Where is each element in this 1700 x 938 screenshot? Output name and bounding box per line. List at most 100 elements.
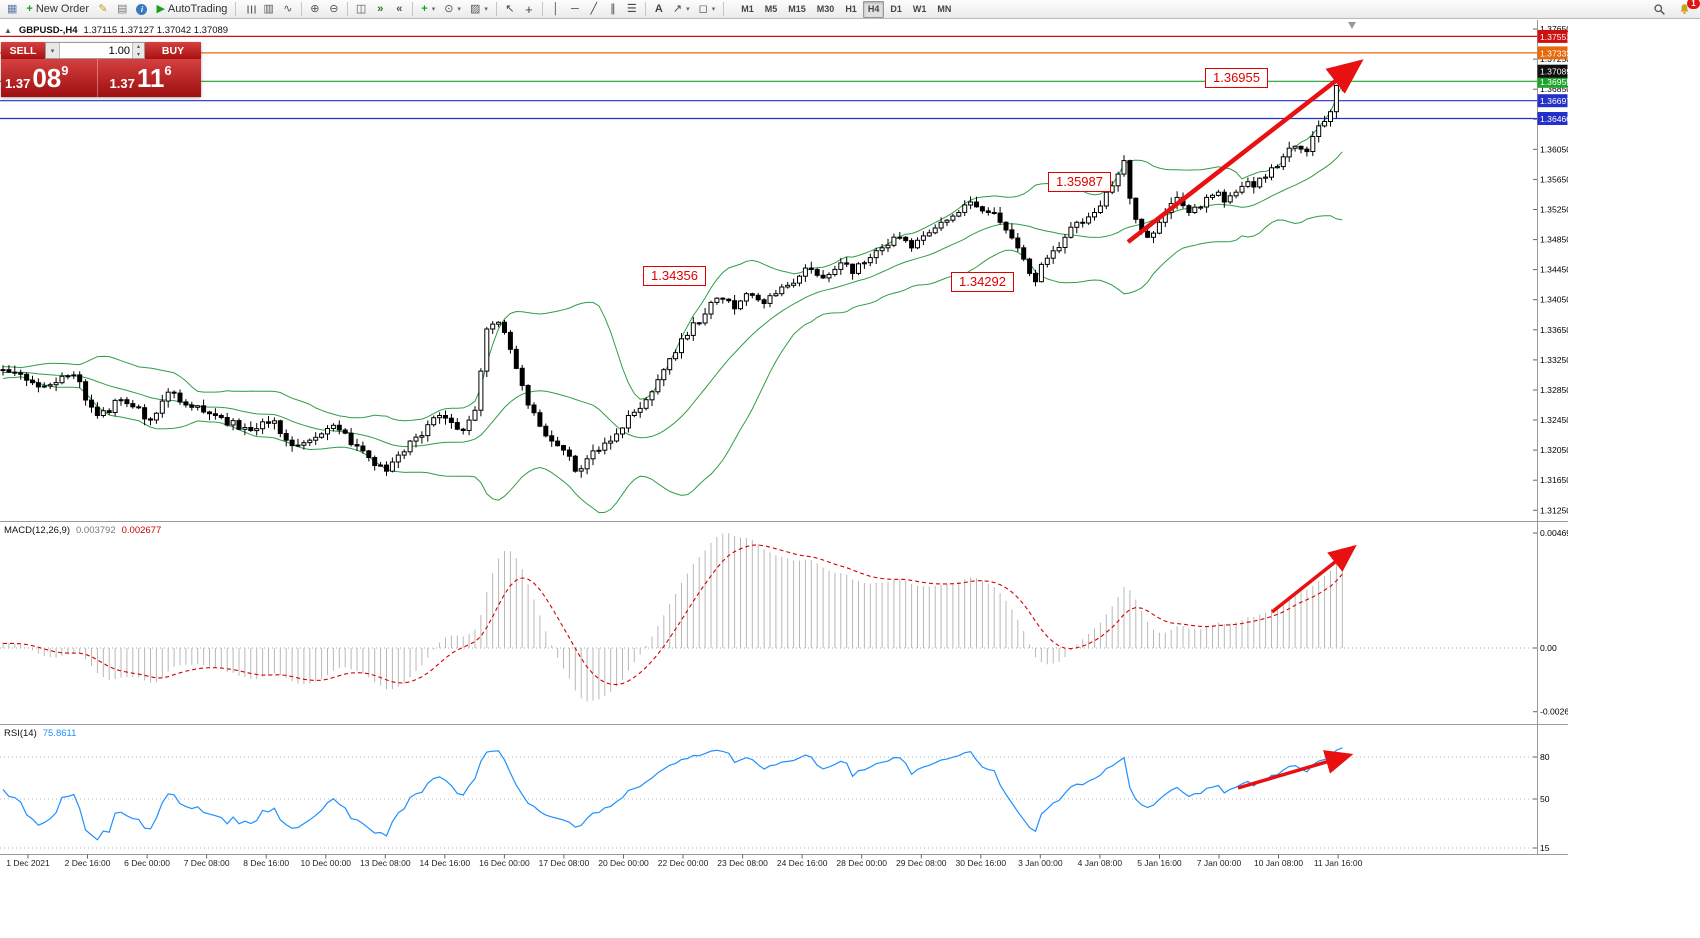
- trend-arrows-layer[interactable]: [1126, 59, 1364, 790]
- template-icon: ▨: [469, 2, 481, 15]
- crosshair-button[interactable]: +: [520, 1, 538, 17]
- horizontal-line-button[interactable]: ─: [566, 1, 584, 17]
- one-click-collapse-arrow[interactable]: ▲: [4, 26, 12, 35]
- channel-button[interactable]: ∥: [604, 1, 622, 17]
- bell-icon: [1680, 3, 1689, 14]
- search-button[interactable]: [1649, 1, 1670, 17]
- chart-shift-marker[interactable]: [1348, 22, 1356, 29]
- bollinger-bands: [2, 83, 1343, 514]
- macd-title: MACD(12,26,9): [4, 525, 70, 536]
- timeframe-button-M1[interactable]: M1: [741, 4, 754, 14]
- history-center-button[interactable]: ▤: [113, 1, 131, 17]
- spinner-up-icon[interactable]: ▴: [136, 44, 140, 51]
- time-axis-label: 6 Dec 00:00: [124, 858, 171, 868]
- indicators-button[interactable]: + ▾: [417, 1, 439, 17]
- lot-dropdown-caret[interactable]: ▾: [46, 43, 60, 58]
- candlestick-chart-button[interactable]: ▥: [259, 1, 277, 17]
- line-chart-button[interactable]: ∿: [279, 1, 297, 17]
- tile-windows-button[interactable]: ◫: [352, 1, 370, 17]
- info-button[interactable]: i: [132, 1, 151, 17]
- horizontal-line-icon: ─: [570, 2, 579, 15]
- timeframe-button-W1[interactable]: W1: [912, 4, 927, 14]
- info-icon: i: [136, 3, 148, 15]
- time-axis[interactable]: 1 Dec 2021 2 Dec 16:00 6 Dec 00:00 7 Dec 08…: [0, 858, 1537, 872]
- spinner-down-icon[interactable]: ▾: [136, 51, 140, 58]
- new-order-button[interactable]: + New Order: [22, 1, 93, 17]
- cursor-button[interactable]: ↖: [501, 1, 519, 17]
- chart-shift-button[interactable]: «: [390, 1, 408, 17]
- timeframe-button-M15[interactable]: M15: [788, 4, 806, 14]
- price-tick-label: 1.36850: [1540, 84, 1568, 94]
- toolbar-separator: [346, 2, 348, 16]
- chart-canvas[interactable]: 1.376501.372501.368501.364501.360501.356…: [0, 20, 1568, 880]
- auto-scroll-icon: »: [377, 2, 384, 15]
- chevron-down-icon: ▾: [484, 6, 488, 13]
- macd-signal-line: [2, 544, 1343, 686]
- toolbar-separator: [300, 2, 302, 16]
- auto-scroll-button[interactable]: »: [371, 1, 389, 17]
- autotrading-button[interactable]: ▶ AutoTrading: [152, 1, 231, 17]
- timeframe-button-MN[interactable]: MN: [937, 4, 952, 14]
- sell-button-label[interactable]: SELL: [1, 42, 45, 59]
- zoom-out-button[interactable]: ⊖: [325, 1, 343, 17]
- search-icon: [1654, 3, 1665, 15]
- buy-button-label[interactable]: BUY: [145, 42, 201, 59]
- shapes-tool-button[interactable]: ◻ ▾: [695, 1, 720, 17]
- price-tick-label: 1.35650: [1540, 174, 1568, 184]
- price-tick-label: 1.34450: [1540, 265, 1568, 275]
- timeframe-button-H4[interactable]: H4: [862, 0, 885, 18]
- indicators-plus-icon: +: [421, 2, 428, 15]
- lot-spinner[interactable]: ▴ ▾: [132, 43, 144, 58]
- text-tool-button[interactable]: A: [650, 1, 668, 17]
- zoom-in-button[interactable]: ⊕: [306, 1, 324, 17]
- metaeditor-button[interactable]: ✎: [94, 1, 112, 17]
- arrows-tool-button[interactable]: ↗ ▾: [669, 1, 694, 17]
- plus-icon: +: [26, 2, 33, 15]
- buy-price-big-figure: 1.37: [109, 76, 135, 91]
- sell-price-button[interactable]: 1.37 08 9: [1, 59, 98, 97]
- price-tick-label: 1.31650: [1540, 475, 1568, 485]
- sell-price-pipette: 9: [61, 63, 69, 78]
- buy-price-button[interactable]: 1.37 11 6: [98, 59, 202, 97]
- price-callout[interactable]: 1.36955: [1205, 68, 1268, 88]
- timeframe-button-M30[interactable]: M30: [816, 4, 835, 14]
- time-axis-label: 7 Dec 08:00: [183, 858, 230, 868]
- price-callout[interactable]: 1.34356: [643, 266, 706, 286]
- trendline-button[interactable]: ╱: [585, 1, 603, 17]
- vertical-line-button[interactable]: │: [547, 1, 565, 17]
- horizontal-lines-layer[interactable]: [0, 35, 1537, 120]
- timeframe-button-H1[interactable]: H1: [845, 4, 857, 14]
- price-callout[interactable]: 1.35987: [1048, 172, 1111, 192]
- fibonacci-button[interactable]: ☰: [623, 1, 641, 17]
- price-tag-label: 1.37089: [1540, 67, 1568, 77]
- bar-chart-button[interactable]: ☰: [240, 1, 258, 17]
- price-tag: [1537, 64, 1568, 78]
- ohlc-readout: 1.37115 1.37127 1.37042 1.37089: [83, 25, 229, 36]
- price-tag-label: 1.37332: [1540, 48, 1568, 58]
- vertical-line-icon: │: [552, 2, 560, 15]
- notifications-button[interactable]: 1: [1674, 0, 1700, 17]
- rsi-value: 75.8611: [42, 728, 77, 739]
- price-tag: [1537, 29, 1568, 43]
- timeframe-button-M5[interactable]: M5: [764, 4, 778, 14]
- trend-arrow-rsi[interactable]: [1237, 750, 1354, 790]
- price-tick-label: 1.36050: [1540, 144, 1568, 154]
- trend-arrow-price[interactable]: [1126, 59, 1364, 244]
- price-callout[interactable]: 1.34292: [951, 272, 1014, 292]
- crosshair-icon: +: [525, 1, 533, 17]
- lot-size-input[interactable]: [60, 43, 132, 58]
- trade-panel-top-row: SELL ▾ ▴▾ BUY: [1, 42, 201, 59]
- time-axis-label: 10 Dec 00:00: [300, 858, 352, 868]
- periods-button[interactable]: ⊙ ▾: [440, 1, 465, 17]
- timeframe-toolbar: M1 M5 M15 M30 H1 H4 D1 W1 MN: [736, 0, 956, 18]
- templates-button[interactable]: ▨ ▾: [466, 1, 492, 17]
- trend-arrow-macd[interactable]: [1270, 544, 1357, 614]
- rsi-label: RSI(14) 75.8611: [4, 728, 76, 739]
- timeframe-button-D1[interactable]: D1: [890, 4, 902, 14]
- time-axis-label: 14 Dec 16:00: [419, 858, 471, 868]
- toolbar-separator: [235, 2, 237, 16]
- time-axis-label: 17 Dec 08:00: [538, 858, 590, 868]
- chart-window-icon[interactable]: ▦: [3, 1, 21, 17]
- chevron-down-icon: ▾: [711, 6, 716, 13]
- candles-layer: [0, 64, 1345, 478]
